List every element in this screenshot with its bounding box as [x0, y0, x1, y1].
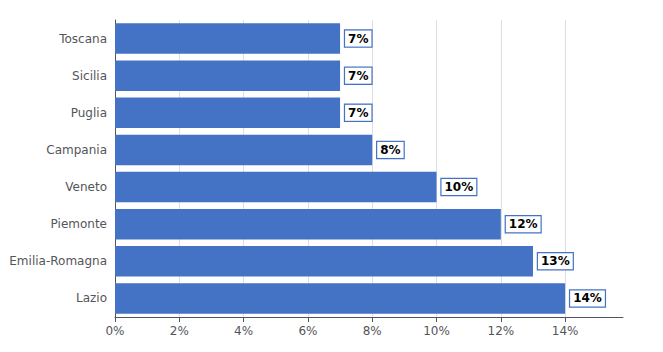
svg-text:Piemonte: Piemonte — [51, 217, 107, 231]
svg-text:4%: 4% — [234, 324, 253, 338]
svg-text:Emilia-Romagna: Emilia-Romagna — [9, 254, 107, 268]
svg-text:Lazio: Lazio — [76, 291, 107, 305]
svg-text:8%: 8% — [380, 143, 400, 157]
svg-text:10%: 10% — [445, 180, 474, 194]
svg-text:13%: 13% — [541, 254, 570, 268]
svg-text:12%: 12% — [509, 217, 538, 231]
svg-text:Puglia: Puglia — [71, 106, 107, 120]
svg-text:2%: 2% — [170, 324, 189, 338]
svg-text:6%: 6% — [298, 324, 317, 338]
svg-text:Campania: Campania — [46, 143, 107, 157]
svg-text:Toscana: Toscana — [58, 32, 107, 46]
svg-text:Sicilia: Sicilia — [72, 69, 107, 83]
svg-text:7%: 7% — [348, 106, 368, 120]
svg-text:7%: 7% — [348, 32, 368, 46]
svg-text:12%: 12% — [487, 324, 514, 338]
svg-text:14%: 14% — [552, 324, 579, 338]
svg-text:Veneto: Veneto — [65, 180, 107, 194]
svg-text:14%: 14% — [573, 291, 602, 305]
svg-text:8%: 8% — [363, 324, 382, 338]
svg-text:7%: 7% — [348, 69, 368, 83]
svg-text:0%: 0% — [105, 324, 124, 338]
svg-text:10%: 10% — [423, 324, 450, 338]
